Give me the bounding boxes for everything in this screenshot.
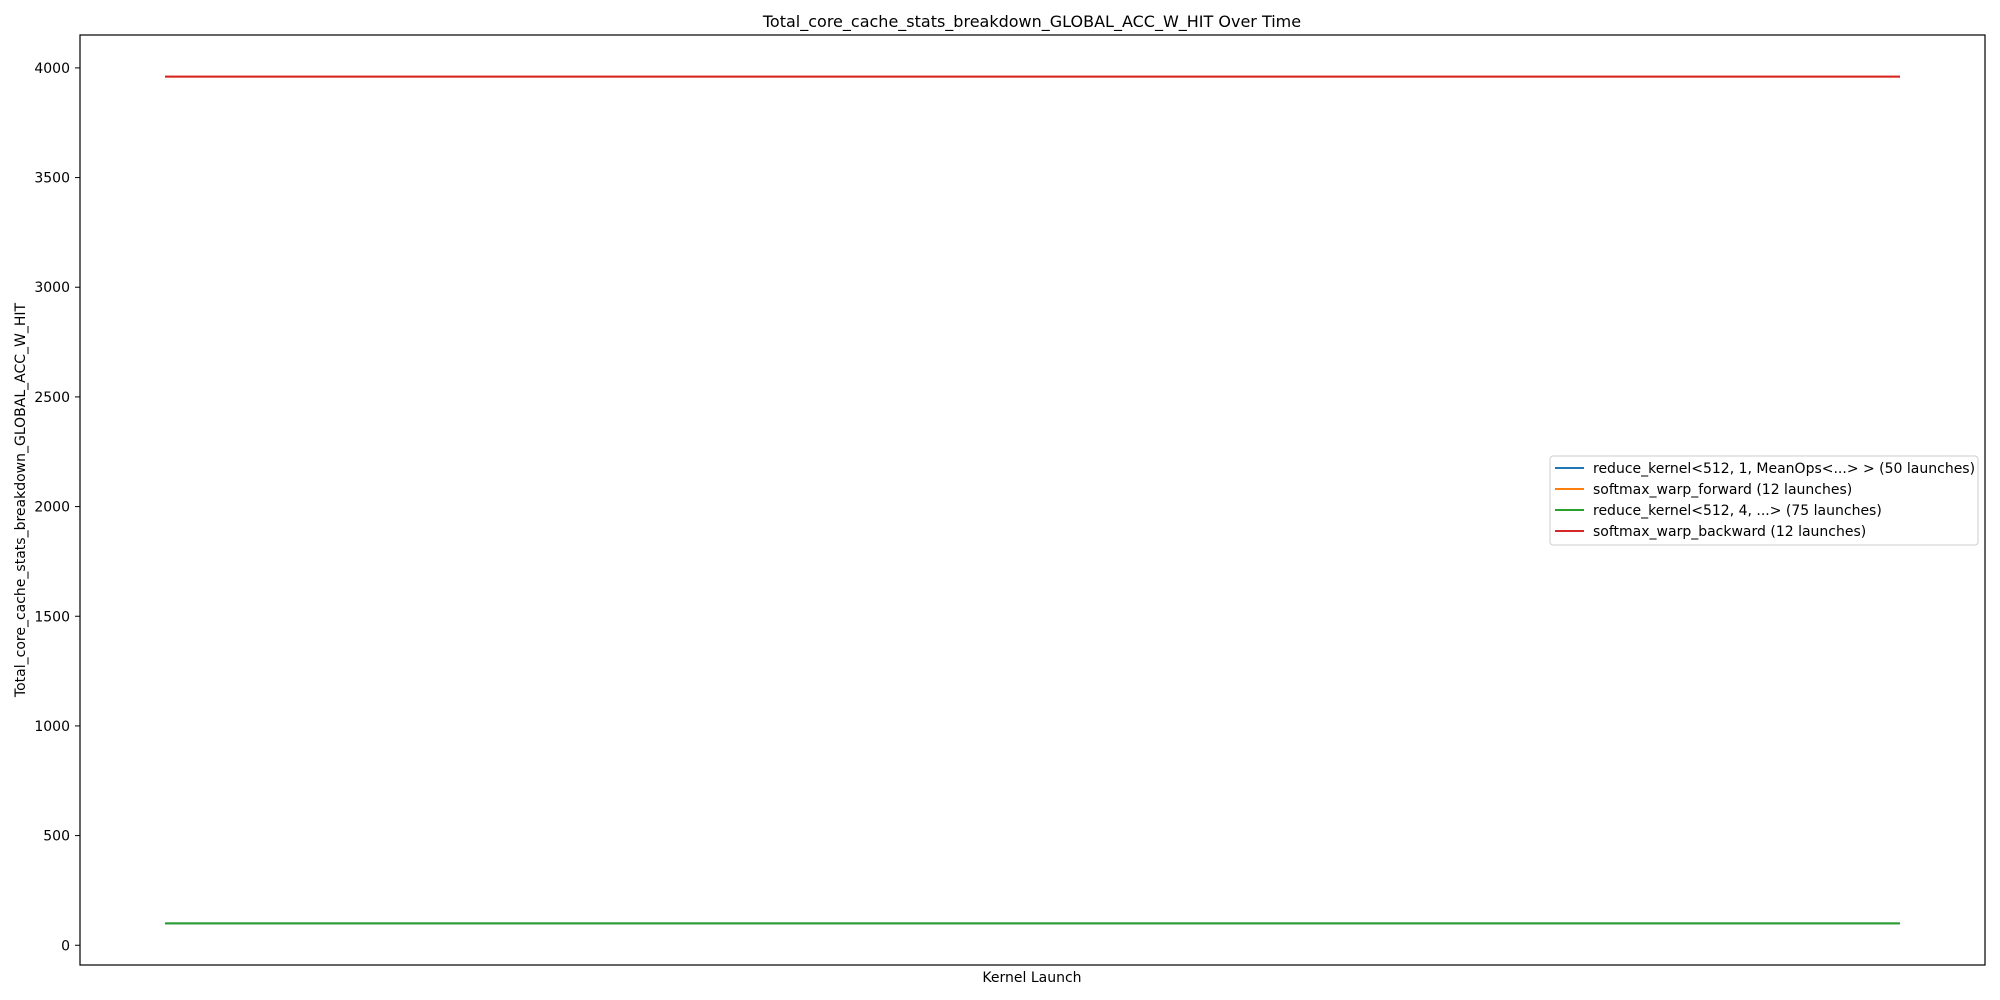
y-tick-label: 1500 (34, 609, 70, 625)
y-tick-label: 0 (61, 938, 70, 954)
legend-label-series-4: softmax_warp_backward (12 launches) (1593, 524, 1866, 540)
y-tick-label: 2000 (34, 500, 70, 516)
y-tick-label: 2500 (34, 390, 70, 406)
x-axis-label: Kernel Launch (982, 970, 1081, 986)
y-axis-label: Total_core_cache_stats_breakdown_GLOBAL_… (13, 302, 29, 698)
legend-label-series-1: reduce_kernel<512, 1, MeanOps<...> > (50… (1593, 461, 1975, 477)
y-tick-label: 500 (43, 829, 70, 845)
legend-label-series-2: softmax_warp_forward (12 launches) (1593, 482, 1852, 498)
y-tick-label: 3500 (34, 171, 70, 187)
plot-frame (79, 34, 1986, 966)
series-lines (165, 75, 1900, 925)
legend: reduce_kernel<512, 1, MeanOps<...> > (50… (1549, 455, 1979, 546)
y-tick-label: 4000 (34, 61, 70, 77)
legend-label-series-3: reduce_kernel<512, 4, ...> (75 launches) (1593, 503, 1882, 519)
y-tick-label: 3000 (34, 280, 70, 296)
legend-box (1549, 455, 1979, 546)
y-axis: 0 500 1000 1500 2000 2500 3000 3500 4000 (34, 61, 80, 954)
chart-title: Total_core_cache_stats_breakdown_GLOBAL_… (762, 12, 1301, 32)
y-tick-label: 1000 (34, 719, 70, 735)
